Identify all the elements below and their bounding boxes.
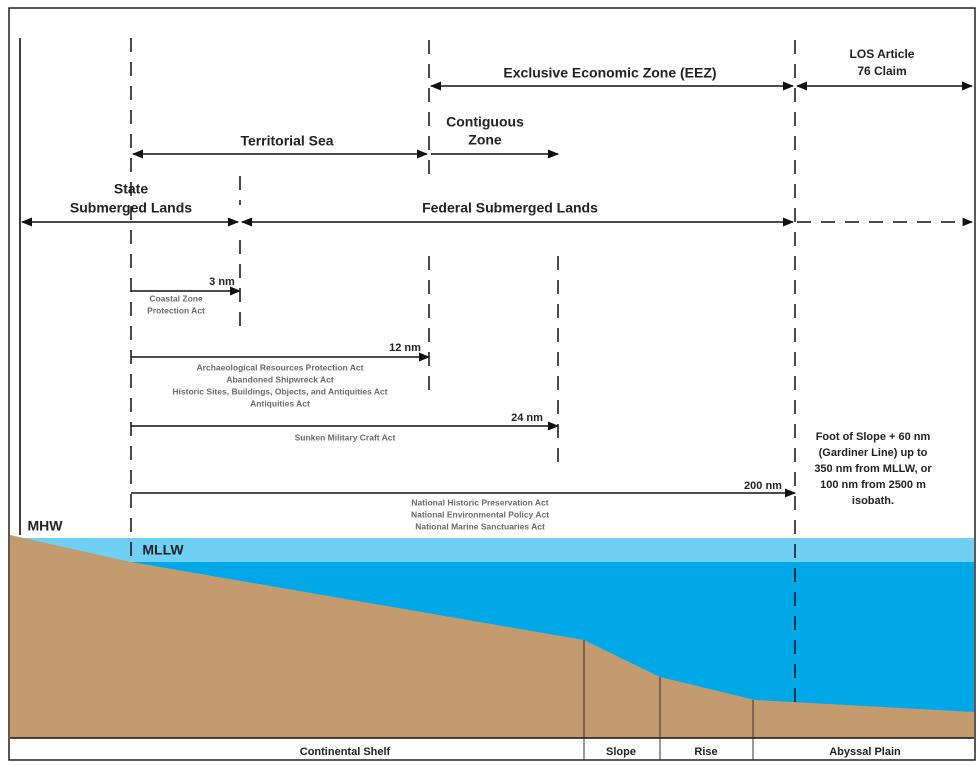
act-label: Antiquities Act bbox=[250, 398, 310, 408]
note: 100 nm from 2500 m bbox=[820, 479, 926, 491]
note: (Gardiner Line) up to bbox=[819, 447, 928, 459]
water-level: MLLW bbox=[142, 542, 184, 558]
zone-label: Contiguous bbox=[446, 114, 524, 130]
act-label: National Marine Sanctuaries Act bbox=[415, 521, 545, 531]
act-label: Historic Sites, Buildings, Objects, and … bbox=[172, 386, 387, 396]
diagram: Exclusive Economic Zone (EEZ) LOS Articl… bbox=[0, 0, 977, 761]
zone-label: Zone bbox=[468, 132, 502, 148]
seafloor-label: Slope bbox=[606, 746, 636, 758]
zone-label: Exclusive Economic Zone (EEZ) bbox=[503, 65, 716, 81]
note: Foot of Slope + 60 nm bbox=[816, 431, 931, 443]
seafloor-label: Continental Shelf bbox=[300, 746, 391, 758]
zone-label: Territorial Sea bbox=[240, 133, 333, 149]
act-label: National Environmental Policy Act bbox=[411, 509, 549, 519]
act-label: Protection Act bbox=[147, 305, 205, 315]
zone-label: State bbox=[114, 181, 148, 197]
seafloor-label: Abyssal Plain bbox=[829, 746, 901, 758]
note: isobath. bbox=[852, 495, 894, 507]
act-label: Coastal Zone bbox=[149, 293, 203, 303]
limit-label: 12 nm bbox=[389, 342, 421, 354]
note: 350 nm from MLLW, or bbox=[814, 463, 932, 475]
zone-label: Federal Submerged Lands bbox=[422, 200, 598, 216]
seafloor-label: Rise bbox=[694, 746, 717, 758]
act-label: Archaeological Resources Protection Act bbox=[197, 362, 364, 372]
act-label: Sunken Military Craft Act bbox=[295, 432, 396, 442]
act-label: Abandoned Shipwreck Act bbox=[226, 374, 334, 384]
water-level: MHW bbox=[28, 518, 64, 534]
zone-label: Submerged Lands bbox=[70, 200, 192, 216]
zone-label: LOS Article bbox=[850, 47, 915, 61]
zone-label: 76 Claim bbox=[857, 64, 906, 78]
limit-label: 24 nm bbox=[511, 412, 543, 424]
act-label: National Historic Preservation Act bbox=[411, 497, 548, 507]
limit-label: 200 nm bbox=[744, 480, 782, 492]
limit-label: 3 nm bbox=[209, 276, 235, 288]
